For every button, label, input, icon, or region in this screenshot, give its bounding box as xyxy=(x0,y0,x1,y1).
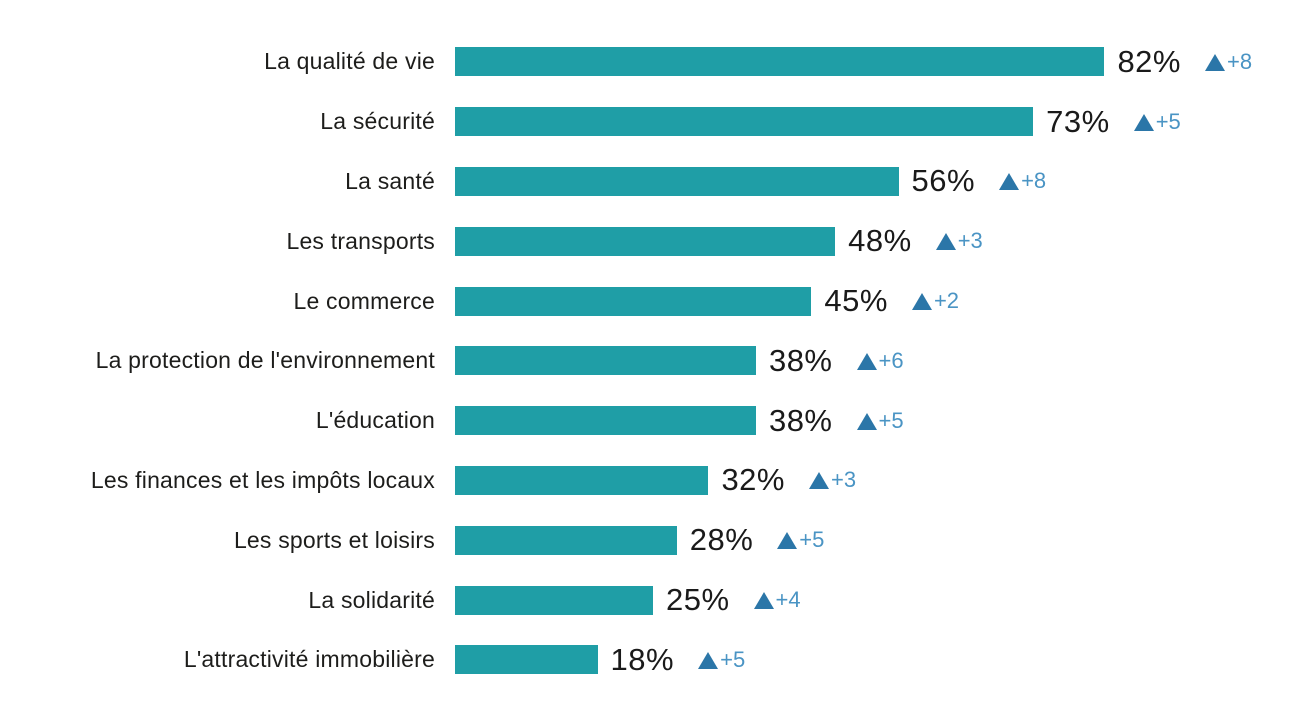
up-triangle-icon xyxy=(808,472,829,490)
value-label: 32% xyxy=(721,462,785,498)
category-label: Les sports et loisirs xyxy=(233,526,435,553)
delta-value: +4 xyxy=(775,587,801,613)
bar xyxy=(455,107,1034,137)
chart-row: La solidarité 25% +4 xyxy=(0,570,1309,630)
up-triangle-icon xyxy=(777,532,798,550)
delta-indicator: +4 xyxy=(753,587,801,613)
delta-value: +5 xyxy=(720,646,746,672)
delta-value: +8 xyxy=(1226,48,1253,74)
bar xyxy=(455,226,836,256)
delta-value: +6 xyxy=(878,347,904,373)
value-label: 45% xyxy=(824,283,888,319)
chart-row: Les transports 48% +3 xyxy=(0,211,1309,271)
delta-indicator: +8 xyxy=(999,168,1046,194)
bar xyxy=(455,346,756,376)
delta-indicator: +6 xyxy=(856,347,904,374)
chart-row: La qualité de vie 82% +8 xyxy=(0,32,1309,92)
delta-indicator: +3 xyxy=(808,467,857,493)
chart-row: L'attractivité immobilière 18% +5 xyxy=(0,630,1309,690)
value-label: 18% xyxy=(610,641,675,677)
delta-indicator: +5 xyxy=(698,647,745,673)
value-label: 56% xyxy=(911,163,976,199)
up-triangle-icon xyxy=(999,173,1020,191)
bar xyxy=(455,645,598,675)
up-triangle-icon xyxy=(698,651,719,669)
up-triangle-icon xyxy=(856,412,877,430)
up-triangle-icon xyxy=(753,592,774,610)
up-triangle-icon xyxy=(856,352,877,370)
category-label: L'éducation xyxy=(315,407,435,434)
category-label: L'attractivité immobilière xyxy=(183,646,435,673)
bar xyxy=(455,286,812,316)
chart-row: L'éducation 38% +5 xyxy=(0,391,1309,451)
delta-value: +8 xyxy=(1021,168,1047,194)
delta-value: +5 xyxy=(878,407,904,433)
category-label: Le commerce xyxy=(293,287,435,314)
delta-indicator: +2 xyxy=(911,288,960,314)
bar xyxy=(455,585,653,615)
delta-value: +3 xyxy=(957,228,983,254)
value-label: 73% xyxy=(1046,103,1110,139)
delta-indicator: +8 xyxy=(1204,48,1253,75)
chart-row: La sécurité 73% +5 xyxy=(0,92,1309,152)
delta-value: +2 xyxy=(933,288,960,314)
bar xyxy=(455,525,677,555)
value-label: 38% xyxy=(768,402,833,438)
category-label: La sécurité xyxy=(320,108,435,135)
delta-indicator: +5 xyxy=(856,407,904,434)
value-label: 28% xyxy=(689,522,754,558)
value-label: 38% xyxy=(768,342,833,378)
category-label: La qualité de vie xyxy=(264,48,435,75)
category-label: La solidarité xyxy=(308,586,435,613)
delta-indicator: +5 xyxy=(1133,108,1181,135)
category-label: La santé xyxy=(345,167,435,194)
bar xyxy=(455,406,756,436)
bar xyxy=(455,465,709,495)
delta-value: +5 xyxy=(799,527,825,553)
category-label: La protection de l'environnement xyxy=(95,347,435,374)
chart-row: La santé 56% +8 xyxy=(0,152,1309,212)
delta-value: +5 xyxy=(1155,108,1181,134)
value-label: 25% xyxy=(666,582,730,618)
up-triangle-icon xyxy=(1204,53,1225,71)
up-triangle-icon xyxy=(1133,113,1154,131)
chart-row: La protection de l'environnement 38% +6 xyxy=(0,331,1309,391)
chart-row: Les sports et loisirs 28% +5 xyxy=(0,510,1309,570)
value-label: 48% xyxy=(848,223,912,259)
category-label: Les transports xyxy=(286,227,435,254)
chart-row: Le commerce 45% +2 xyxy=(0,271,1309,331)
category-label: Les finances et les impôts locaux xyxy=(90,466,435,493)
chart-row: Les finances et les impôts locaux 32% +3 xyxy=(0,451,1309,511)
up-triangle-icon xyxy=(935,233,956,251)
delta-indicator: +3 xyxy=(935,228,983,254)
up-triangle-icon xyxy=(911,293,932,311)
delta-value: +3 xyxy=(830,467,857,493)
delta-indicator: +5 xyxy=(777,527,824,553)
bar xyxy=(455,166,899,196)
value-label: 82% xyxy=(1117,43,1181,79)
bar xyxy=(455,47,1105,77)
